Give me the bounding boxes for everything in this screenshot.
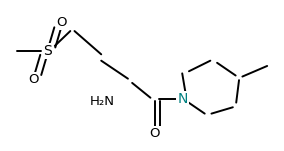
Text: O: O (149, 127, 160, 140)
Text: N: N (178, 92, 188, 106)
Text: O: O (57, 16, 67, 29)
Text: H₂N: H₂N (90, 95, 115, 108)
Text: S: S (43, 44, 52, 58)
Text: O: O (28, 73, 39, 86)
